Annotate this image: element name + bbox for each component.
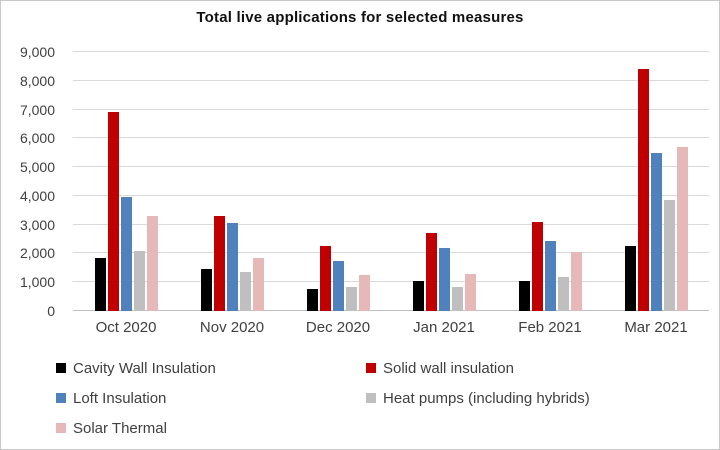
legend: Cavity Wall Insulation Solid wall insulat…: [56, 353, 706, 443]
legend-label: Heat pumps (including hybrids): [383, 389, 590, 407]
x-axis: Oct 2020 Nov 2020 Dec 2020 Jan 2021 Feb 2021…: [73, 319, 709, 336]
bar: [120, 197, 132, 311]
bar: [306, 289, 318, 311]
bar: [213, 216, 225, 311]
bar: [345, 286, 357, 311]
bar-group: [94, 52, 158, 311]
y-axis-tick-label: 3,000: [19, 216, 55, 233]
bar: [531, 221, 543, 311]
bar-group: [200, 52, 264, 311]
bar: [226, 223, 238, 311]
gridline: [73, 79, 709, 81]
legend-item: Solar Thermal: [56, 420, 366, 437]
y-axis-tick-label: 4,000: [19, 187, 55, 204]
bar: [570, 252, 582, 311]
bar: [557, 276, 569, 311]
legend-swatch-icon: [366, 363, 376, 373]
y-axis: 0 1,000 2,000 3,000 4,000 5,000 6,000 7,000 8,00…: [1, 44, 63, 319]
bar: [146, 216, 158, 311]
bar: [518, 280, 530, 311]
bar: [663, 200, 675, 311]
x-axis-category-label: Oct 2020: [95, 319, 157, 336]
bar-group: [412, 52, 476, 311]
bar-group: [306, 52, 370, 311]
gridline: [73, 281, 709, 283]
legend-swatch-icon: [56, 363, 66, 373]
legend-item: Heat pumps (including hybrids): [366, 390, 706, 407]
gridline: [73, 194, 709, 196]
legend-label: Solid wall insulation: [383, 359, 514, 377]
gridline: [73, 166, 709, 168]
legend-label: Cavity Wall Insulation: [73, 359, 216, 377]
y-axis-tick-label: 9,000: [19, 44, 55, 60]
bar: [358, 275, 370, 311]
x-axis-category-label: Feb 2021: [518, 319, 582, 336]
bar: [425, 233, 437, 311]
legend-swatch-icon: [56, 393, 66, 403]
bar: [133, 250, 145, 311]
y-axis-tick-label: 1,000: [19, 274, 55, 291]
bar: [412, 280, 424, 311]
legend-item: Cavity Wall Insulation: [56, 360, 366, 377]
bar-group: [518, 52, 582, 311]
bar: [637, 69, 649, 311]
bar: [544, 240, 556, 311]
bar: [451, 286, 463, 311]
legend-swatch-icon: [56, 423, 66, 433]
bar-groups: [73, 52, 709, 311]
bar: [239, 272, 251, 311]
x-axis-line: [73, 310, 709, 311]
legend-item: Loft Insulation: [56, 390, 366, 407]
bar: [676, 147, 688, 311]
gridline: [73, 108, 709, 110]
bar: [200, 269, 212, 311]
y-axis-tick-label: 8,000: [19, 72, 55, 89]
legend-item: Solid wall insulation: [366, 360, 706, 377]
gridline: [73, 223, 709, 225]
bar-group: [624, 52, 688, 311]
legend-label: Loft Insulation: [73, 389, 167, 407]
bar: [438, 247, 450, 311]
x-axis-category-label: Mar 2021: [624, 319, 688, 336]
y-axis-tick-label: 0: [47, 303, 55, 319]
bar: [464, 273, 476, 311]
bar: [107, 112, 119, 311]
y-axis-tick-label: 5,000: [19, 159, 55, 176]
y-axis-tick-label: 7,000: [19, 101, 55, 118]
plot-area: [73, 51, 709, 311]
legend-label: Solar Thermal: [73, 419, 167, 437]
gridline: [73, 51, 709, 52]
x-axis-category-label: Dec 2020: [305, 319, 371, 336]
bar: [319, 246, 331, 311]
bar: [94, 257, 106, 311]
bar: [332, 260, 344, 311]
bar: [624, 246, 636, 311]
x-axis-category-label: Jan 2021: [413, 319, 475, 336]
y-axis-tick-label: 6,000: [19, 130, 55, 147]
gridline: [73, 252, 709, 254]
bar: [252, 257, 264, 311]
legend-swatch-icon: [366, 393, 376, 403]
x-axis-category-label: Nov 2020: [199, 319, 265, 336]
bar: [650, 152, 662, 311]
chart-title: Total live applications for selected mea…: [196, 9, 524, 26]
y-axis-tick-label: 2,000: [19, 245, 55, 262]
gridline: [73, 137, 709, 139]
